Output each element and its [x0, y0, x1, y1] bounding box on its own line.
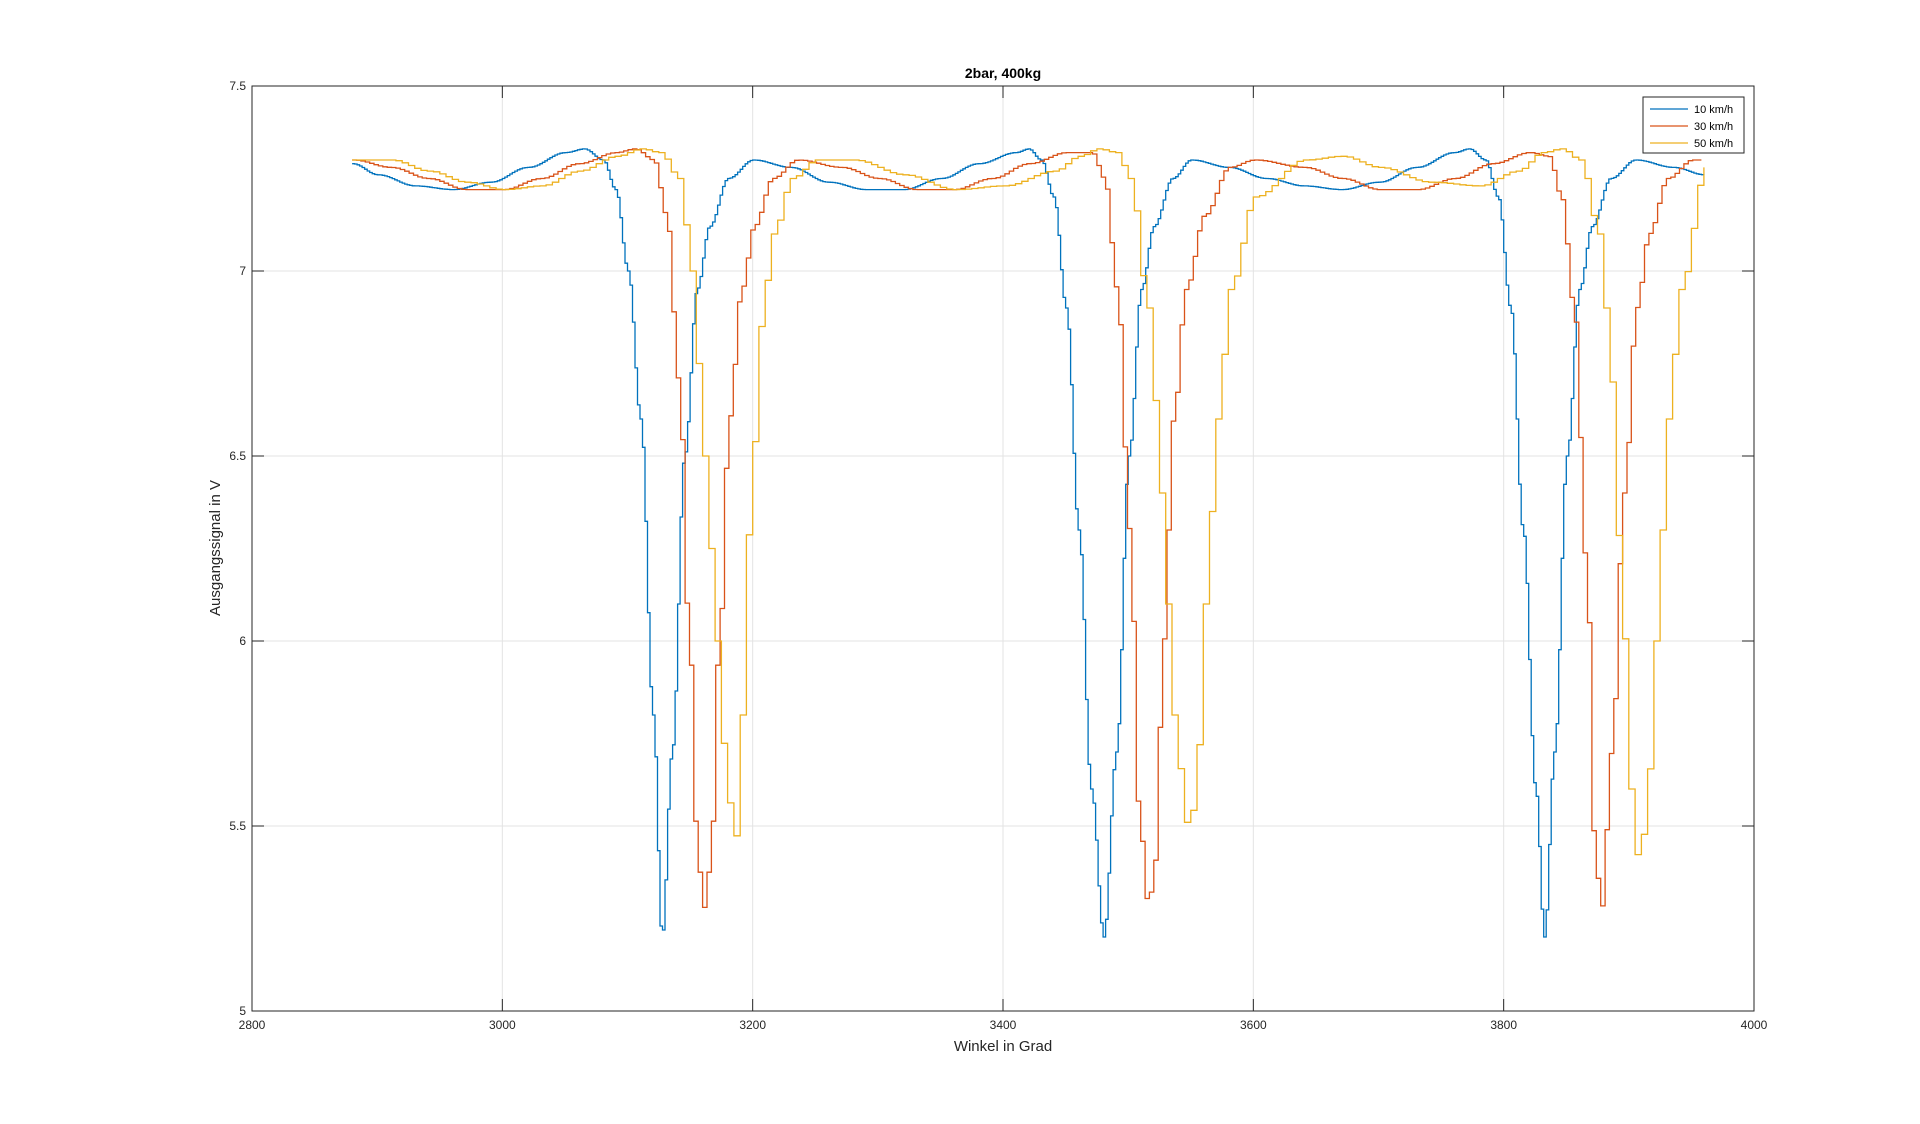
grid [251, 85, 1755, 1012]
chart-title: 2bar, 400kg [965, 65, 1041, 81]
y-tick-label: 7 [239, 264, 246, 278]
series-line-3 [352, 148, 1705, 856]
legend: 10 km/h 30 km/h 50 km/h [1642, 96, 1745, 154]
legend-label: 10 km/h [1694, 104, 1733, 116]
legend-label: 30 km/h [1694, 121, 1733, 133]
x-tick-label: 3200 [739, 1018, 766, 1032]
series-line-1 [352, 148, 1705, 938]
series-line-2 [352, 148, 1702, 909]
x-tick-label: 4000 [1741, 1018, 1768, 1032]
y-tick-label: 6.5 [229, 449, 246, 463]
x-axis-label: Winkel in Grad [954, 1038, 1052, 1055]
x-tick-label: 3600 [1240, 1018, 1267, 1032]
y-axis-label: Ausgangssignal in V [207, 480, 224, 616]
y-tick-label: 5 [239, 1004, 246, 1018]
x-tick-label: 3000 [489, 1018, 516, 1032]
y-tick-label: 5.5 [229, 819, 246, 833]
legend-box [1642, 96, 1745, 154]
x-tick-label: 3800 [1490, 1018, 1517, 1032]
x-tick-label: 2800 [239, 1018, 266, 1032]
series-group [352, 148, 1705, 938]
y-tick-label: 7.5 [229, 79, 246, 93]
x-tick-label: 3400 [990, 1018, 1017, 1032]
axis-ticks: 2800 3000 3200 3400 3600 3800 4000 5 5.5 6 6.5 7 7.5 [229, 79, 1767, 1032]
y-tick-label: 6 [239, 634, 246, 648]
legend-label: 50 km/h [1694, 138, 1733, 150]
